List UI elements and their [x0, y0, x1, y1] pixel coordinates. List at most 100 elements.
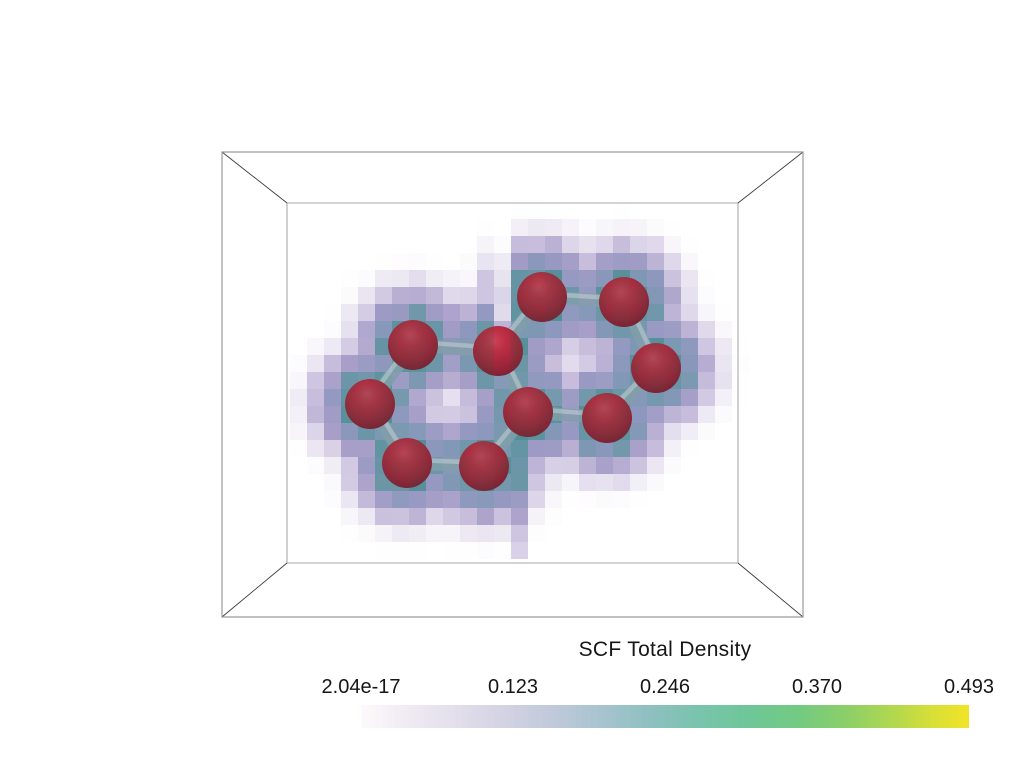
density-voxel	[511, 474, 528, 491]
density-voxel	[664, 321, 681, 338]
density-voxel	[443, 491, 460, 508]
density-voxel	[426, 304, 443, 321]
density-voxel	[341, 423, 358, 440]
density-voxel	[545, 321, 562, 338]
density-voxel	[511, 423, 528, 440]
density-voxel	[409, 508, 426, 525]
density-voxel	[613, 440, 630, 457]
density-voxel	[698, 406, 715, 423]
density-voxel	[392, 287, 409, 304]
density-voxel	[562, 440, 579, 457]
density-voxel	[613, 440, 630, 457]
density-voxel	[341, 423, 358, 440]
density-voxel	[698, 338, 715, 355]
density-voxel	[426, 270, 443, 287]
density-voxel	[358, 355, 375, 372]
density-voxel	[460, 542, 477, 559]
density-voxel	[511, 525, 528, 542]
density-voxel	[511, 202, 528, 219]
density-voxel	[579, 270, 596, 287]
density-voxel	[579, 338, 596, 355]
density-voxel	[409, 423, 426, 440]
density-voxel	[613, 287, 630, 304]
density-voxel	[545, 406, 562, 423]
density-voxel	[715, 355, 732, 372]
density-voxel	[477, 389, 494, 406]
density-voxel	[664, 372, 681, 389]
density-voxel	[681, 457, 698, 474]
density-voxel	[511, 440, 528, 457]
density-voxel	[664, 440, 681, 457]
density-voxel	[460, 440, 477, 457]
density-voxel	[358, 253, 375, 270]
density-voxel	[307, 406, 324, 423]
density-voxel	[545, 372, 562, 389]
density-voxel	[477, 338, 494, 355]
density-voxel	[698, 440, 715, 457]
density-voxel	[715, 406, 732, 423]
density-voxel	[528, 202, 545, 219]
box-diagonal-edge	[737, 562, 804, 618]
density-voxel	[443, 423, 460, 440]
density-voxel	[426, 491, 443, 508]
density-voxel	[307, 321, 324, 338]
density-voxel	[511, 202, 528, 219]
density-voxel	[579, 406, 596, 423]
density-voxel	[358, 474, 375, 491]
density-voxel	[409, 389, 426, 406]
density-voxel	[290, 440, 307, 457]
density-voxel	[341, 338, 358, 355]
density-voxel	[613, 457, 630, 474]
density-voxel	[511, 508, 528, 525]
density-voxel	[358, 321, 375, 338]
density-voxel	[409, 440, 426, 457]
density-voxel	[511, 542, 528, 559]
density-voxel	[324, 457, 341, 474]
density-voxel	[630, 202, 647, 219]
density-voxel	[545, 423, 562, 440]
density-voxel	[426, 253, 443, 270]
density-voxel	[443, 406, 460, 423]
density-voxel	[545, 202, 562, 219]
density-voxel	[630, 219, 647, 236]
density-voxel	[681, 338, 698, 355]
density-voxel	[596, 338, 613, 355]
density-voxel	[426, 440, 443, 457]
density-voxel	[681, 406, 698, 423]
density-voxel	[562, 372, 579, 389]
density-voxel	[511, 457, 528, 474]
density-voxel	[392, 542, 409, 559]
density-voxel	[341, 338, 358, 355]
density-voxel	[477, 542, 494, 559]
density-voxel	[698, 253, 715, 270]
density-voxel	[613, 474, 630, 491]
density-voxel	[698, 321, 715, 338]
density-voxel	[545, 355, 562, 372]
box-diagonal-edge	[737, 151, 804, 204]
density-voxel	[528, 321, 545, 338]
density-voxel	[681, 440, 698, 457]
density-voxel	[596, 219, 613, 236]
density-voxel	[630, 389, 647, 406]
density-voxel	[290, 423, 307, 440]
colorbar-gradient[interactable]	[361, 705, 969, 728]
density-voxel	[698, 287, 715, 304]
density-voxel	[528, 355, 545, 372]
density-voxel	[579, 372, 596, 389]
density-voxel	[562, 253, 579, 270]
density-voxel	[647, 236, 664, 253]
box-diagonal-edge	[221, 562, 288, 618]
density-voxel	[562, 219, 579, 236]
density-voxel	[494, 287, 511, 304]
density-voxel	[358, 525, 375, 542]
density-voxel	[613, 304, 630, 321]
density-voxel	[681, 270, 698, 287]
density-voxel	[681, 287, 698, 304]
density-voxel	[596, 389, 613, 406]
density-voxel	[681, 321, 698, 338]
density-voxel	[681, 304, 698, 321]
density-voxel	[375, 406, 392, 423]
density-voxel	[477, 457, 494, 474]
atom	[582, 393, 632, 443]
